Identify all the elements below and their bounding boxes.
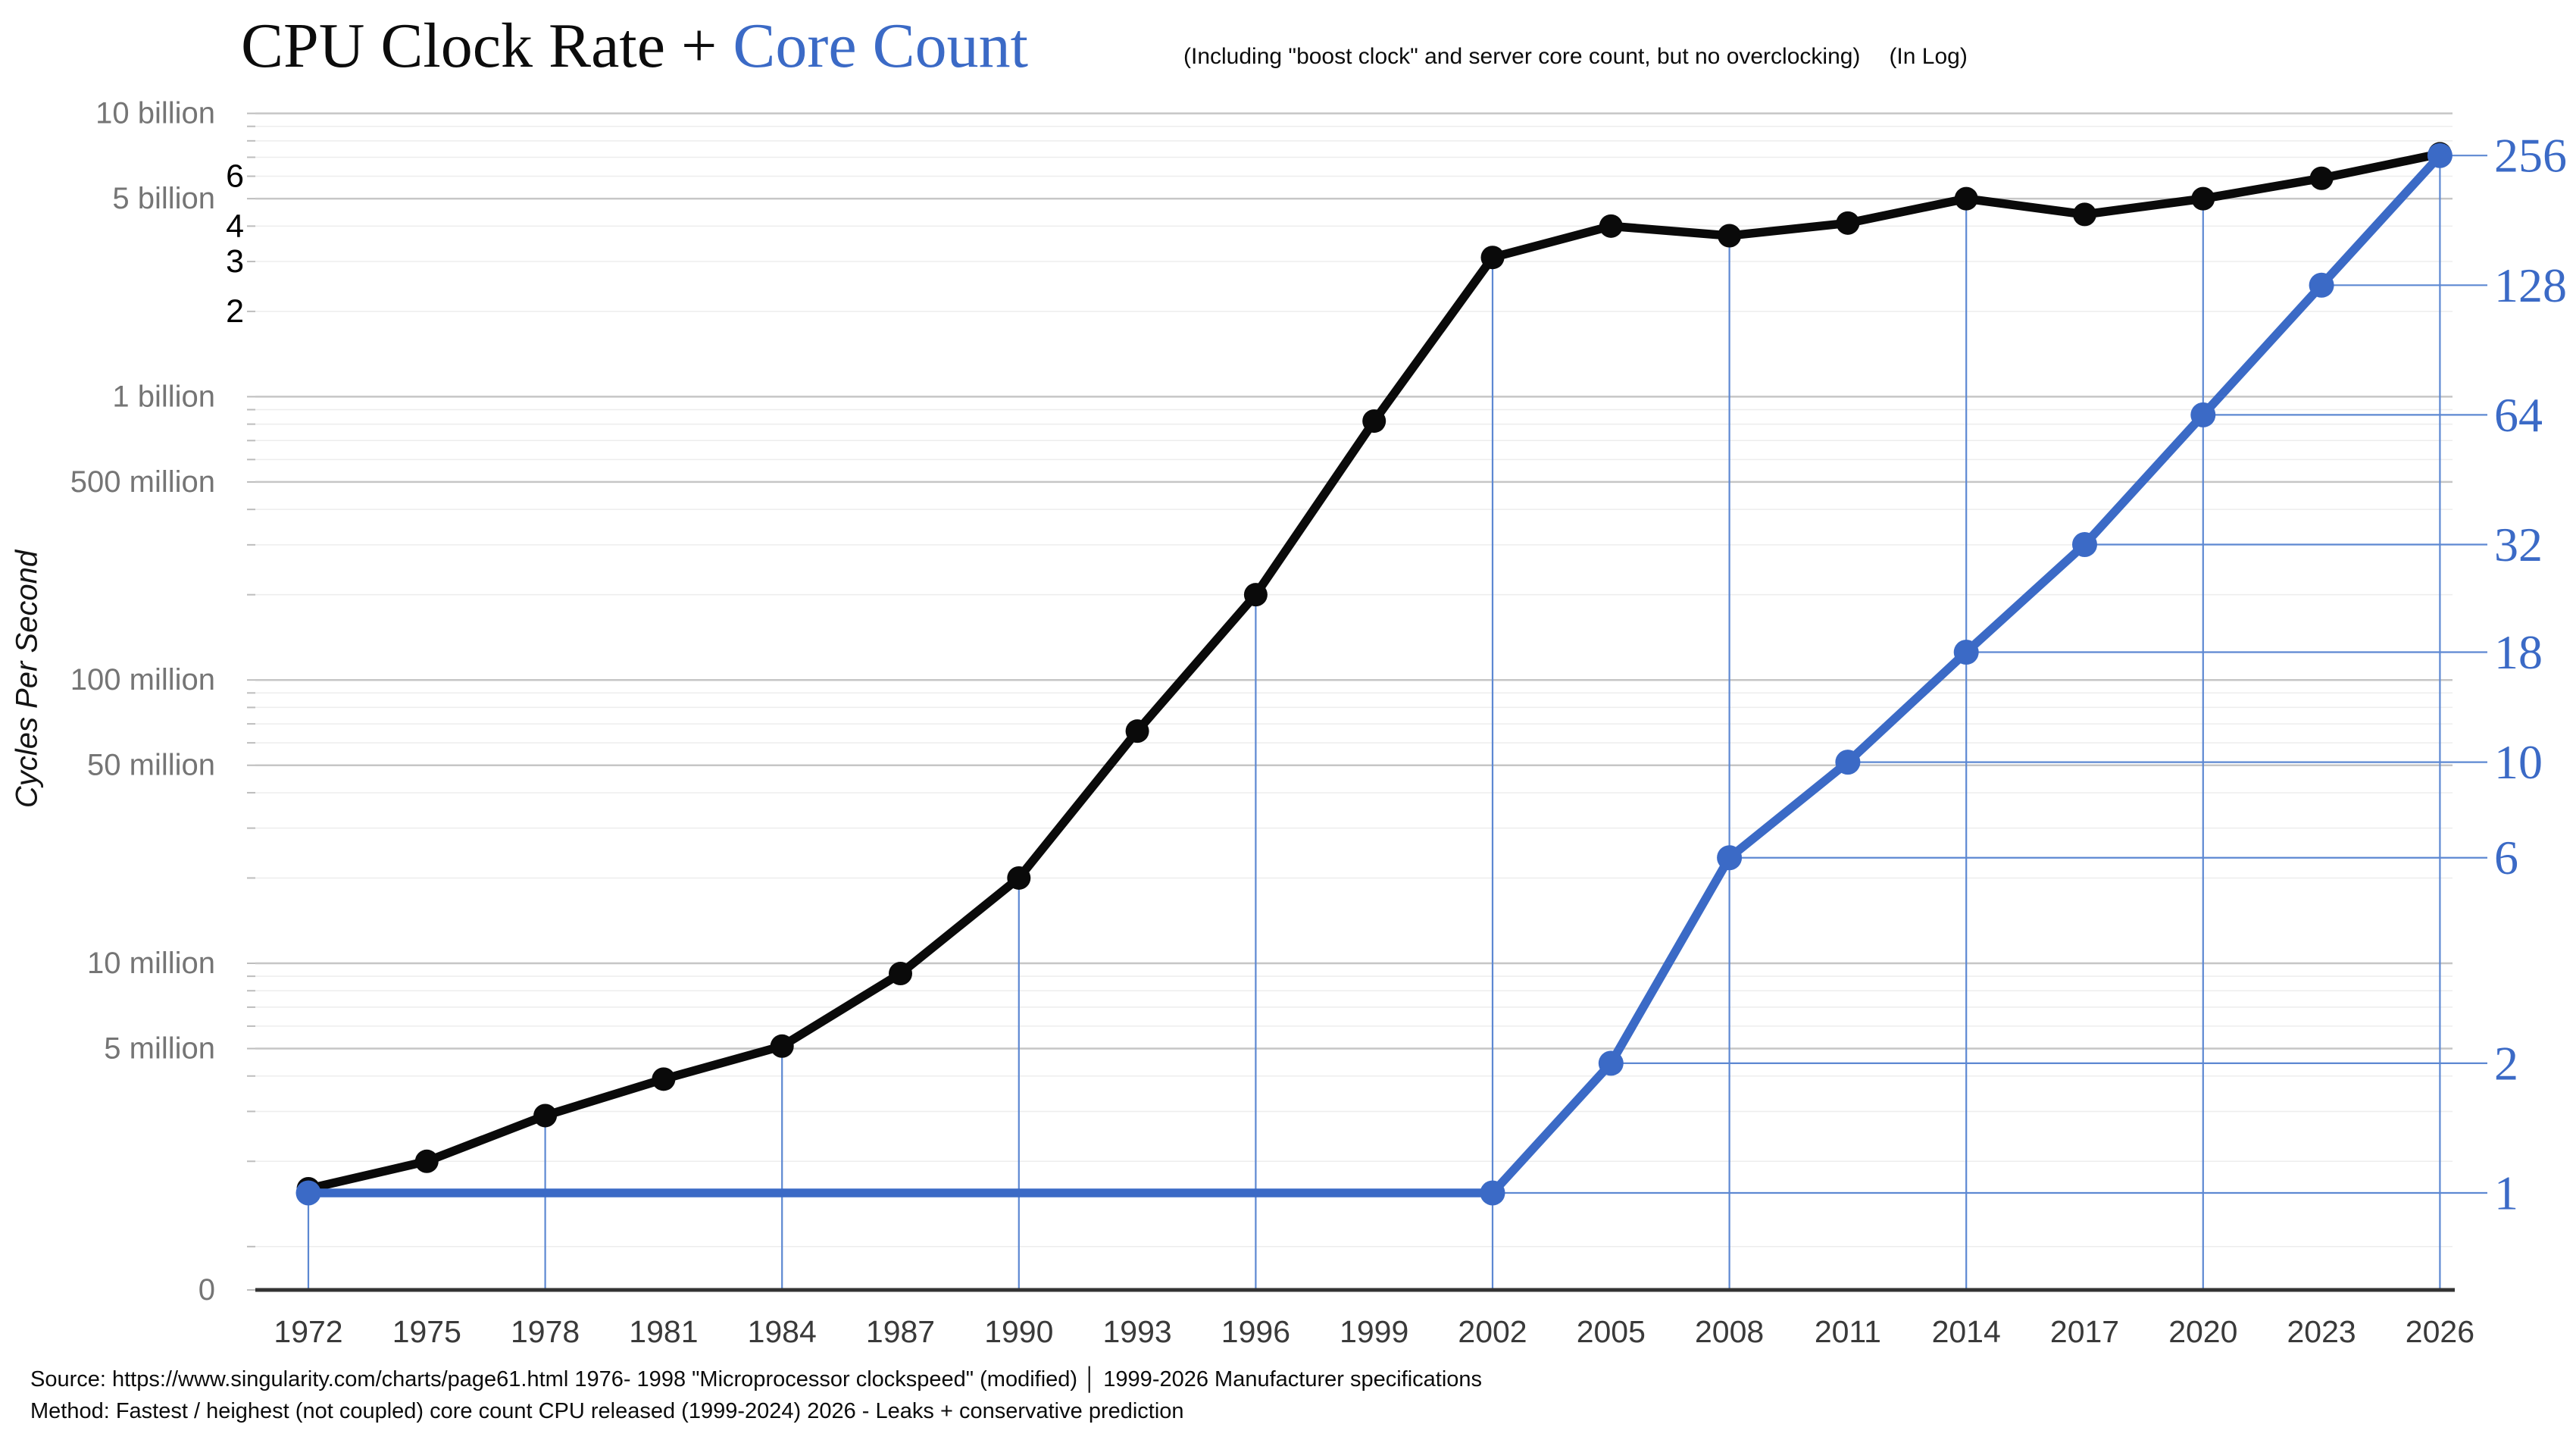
core-count-point bbox=[2190, 402, 2216, 427]
clock-rate-point bbox=[2309, 166, 2334, 190]
core-count-point bbox=[1717, 845, 1743, 871]
y-axis-label: 5 million bbox=[104, 1032, 215, 1066]
core-count-axis-label: 32 bbox=[2494, 518, 2543, 571]
x-axis-year-label: 2002 bbox=[1458, 1314, 1527, 1349]
core-count-axis-label: 18 bbox=[2494, 625, 2543, 679]
core-count-axis-label: 64 bbox=[2494, 388, 2543, 442]
clock-rate-point bbox=[1836, 211, 1860, 235]
core-count-point bbox=[1835, 750, 1861, 775]
source-line: Source: https://www.singularity.com/char… bbox=[30, 1367, 1483, 1391]
x-axis-year-label: 1978 bbox=[511, 1314, 580, 1349]
x-axis-year-label: 1984 bbox=[748, 1314, 817, 1349]
method-line: Method: Fastest / heighest (not coupled)… bbox=[30, 1399, 1184, 1423]
x-axis-year-label: 1999 bbox=[1340, 1314, 1408, 1349]
clock-rate-point bbox=[2073, 202, 2096, 227]
clock-rate-point bbox=[414, 1149, 439, 1173]
clock-rate-point bbox=[770, 1034, 794, 1058]
core-count-point bbox=[1598, 1050, 1624, 1076]
chart-title-black: CPU Clock Rate + bbox=[241, 11, 733, 81]
clock-rate-point bbox=[1954, 186, 1978, 211]
clock-rate-point bbox=[1718, 224, 1742, 248]
x-axis-year-label: 1993 bbox=[1102, 1314, 1171, 1349]
core-count-axis-label: 1 bbox=[2494, 1166, 2518, 1220]
clock-rate-point bbox=[1480, 246, 1505, 270]
y-axis-label: 6 bbox=[226, 158, 244, 195]
clock-rate-point bbox=[652, 1067, 676, 1091]
y-axis-label: 500 million bbox=[70, 465, 215, 499]
clock-rate-point bbox=[533, 1103, 558, 1128]
chart-title: CPU Clock Rate + Core Count bbox=[241, 9, 1028, 83]
core-count-point bbox=[295, 1180, 321, 1206]
clock-rate-point bbox=[1007, 866, 1031, 890]
clock-rate-point bbox=[2191, 186, 2215, 211]
x-axis-year-label: 2008 bbox=[1695, 1314, 1764, 1349]
core-count-point bbox=[2072, 532, 2097, 557]
x-axis-year-label: 1972 bbox=[274, 1314, 342, 1349]
x-axis-year-label: 2020 bbox=[2168, 1314, 2237, 1349]
core-count-axis-label: 6 bbox=[2494, 831, 2518, 884]
y-axis-label: 50 million bbox=[87, 749, 215, 782]
y-axis-label: 5 billion bbox=[112, 182, 215, 215]
chart-subtitle-note: (Including "boost clock" and server core… bbox=[1183, 44, 1861, 69]
y-axis-label: 10 million bbox=[87, 947, 215, 980]
x-axis-year-label: 2011 bbox=[1815, 1314, 1881, 1349]
x-axis-year-label: 2014 bbox=[1932, 1314, 2001, 1349]
x-axis-year-label: 1987 bbox=[866, 1314, 935, 1349]
y-axis-label: 100 million bbox=[70, 663, 215, 697]
core-count-point bbox=[1480, 1180, 1505, 1206]
y-axis-label: 1 billion bbox=[112, 380, 215, 413]
y-axis-label: 0 bbox=[199, 1273, 215, 1307]
core-count-point bbox=[2309, 272, 2334, 298]
clock-rate-point bbox=[1125, 719, 1149, 743]
x-axis-year-label: 2023 bbox=[2287, 1314, 2356, 1349]
core-count-point bbox=[2427, 142, 2453, 168]
y-axis-title: Cycles Per Second bbox=[10, 549, 44, 809]
clock-rate-point bbox=[889, 962, 912, 986]
chart-subtitle: (Including "boost clock" and server core… bbox=[1183, 44, 1968, 70]
clock-rate-point bbox=[1362, 409, 1386, 434]
clock-rate-point bbox=[1243, 583, 1268, 607]
chart-title-blue: Core Count bbox=[733, 11, 1029, 81]
core-count-point bbox=[1953, 640, 1979, 665]
y-axis-label: 4 bbox=[226, 208, 244, 244]
x-axis-year-label: 1975 bbox=[392, 1314, 461, 1349]
core-count-axis-label: 128 bbox=[2494, 258, 2567, 312]
x-axis-year-label: 1990 bbox=[984, 1314, 1053, 1349]
y-axis-label: 10 billion bbox=[95, 97, 215, 130]
clock-rate-line bbox=[304, 149, 2445, 1194]
x-axis-year-label: 2017 bbox=[2050, 1314, 2119, 1349]
y-axis-label: 2 bbox=[226, 293, 244, 330]
core-count-axis-label: 2 bbox=[2494, 1036, 2518, 1090]
x-axis-year-label: 1981 bbox=[629, 1314, 698, 1349]
x-axis-year-label: 2005 bbox=[1577, 1314, 1646, 1349]
y-axis-label: 3 bbox=[226, 243, 244, 280]
chart-subtitle-log: (In Log) bbox=[1889, 44, 1968, 69]
core-count-axis-label: 256 bbox=[2494, 129, 2567, 183]
clock-rate-point bbox=[1599, 214, 1623, 238]
core-count-axis-label: 10 bbox=[2494, 735, 2543, 789]
x-axis-year-label: 1996 bbox=[1221, 1314, 1290, 1349]
x-axis-year-label: 2026 bbox=[2406, 1314, 2474, 1349]
